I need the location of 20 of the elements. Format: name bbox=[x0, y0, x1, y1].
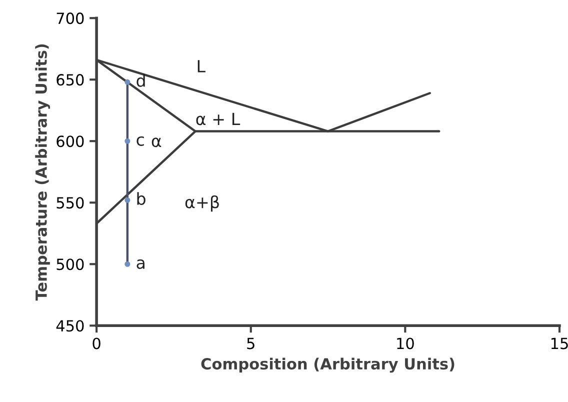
annotation: α bbox=[152, 138, 162, 148]
annotation: α+β bbox=[185, 195, 219, 212]
y-tick-label: 600 bbox=[56, 136, 84, 148]
y-axis-title: Temperature (Arbitrary Units) bbox=[35, 44, 50, 301]
x-tick-label: 5 bbox=[247, 338, 254, 350]
y-tick-label: 700 bbox=[56, 12, 84, 24]
annotation: a bbox=[136, 259, 144, 269]
y-tick-label: 500 bbox=[56, 258, 84, 270]
x-tick-label: 15 bbox=[551, 338, 568, 350]
y-tick-label: 550 bbox=[56, 197, 84, 209]
x-tick-label: 0 bbox=[92, 338, 100, 350]
annotation: α + L bbox=[196, 112, 240, 126]
annotation: L bbox=[198, 60, 206, 72]
x-tick-label: 10 bbox=[397, 338, 414, 350]
annotation: d bbox=[136, 74, 145, 87]
x-axis-title: Composition (Arbitrary Units) bbox=[201, 358, 454, 373]
annotation: b bbox=[137, 192, 146, 205]
y-tick-label: 650 bbox=[56, 74, 84, 86]
y-tick-label: 450 bbox=[56, 320, 84, 332]
annotation: c bbox=[136, 136, 144, 146]
